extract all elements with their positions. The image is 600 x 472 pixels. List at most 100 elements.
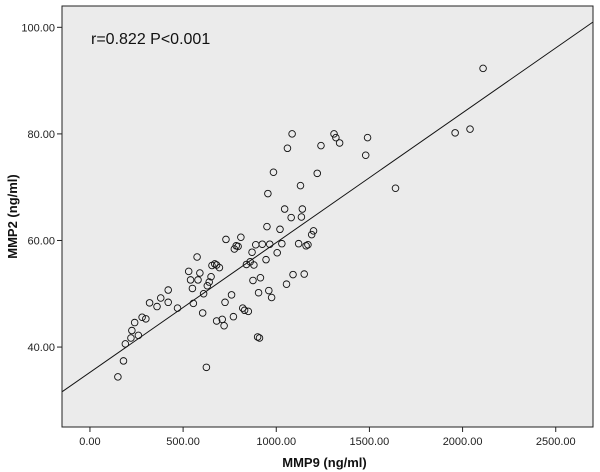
data-point xyxy=(302,242,310,250)
data-point xyxy=(262,255,270,264)
data-point xyxy=(127,334,135,342)
data-point xyxy=(156,294,165,302)
data-point xyxy=(335,139,344,147)
data-point xyxy=(221,298,229,307)
data-point xyxy=(142,315,150,323)
y-tick-label: 60.00 xyxy=(27,235,55,247)
data-point xyxy=(330,130,338,138)
data-point xyxy=(130,318,139,327)
data-point xyxy=(479,64,487,73)
x-axis-title: MMP9 (ng/ml) xyxy=(282,455,367,470)
data-point xyxy=(296,181,305,190)
data-point xyxy=(205,278,213,286)
data-point xyxy=(255,334,264,342)
data-point xyxy=(196,269,204,277)
data-point xyxy=(361,151,370,159)
data-point xyxy=(309,227,318,235)
x-tick-label: 2500.00 xyxy=(536,436,576,448)
data-point xyxy=(202,363,211,372)
x-tick-label: 2000.00 xyxy=(443,436,483,448)
data-point xyxy=(264,189,272,198)
data-point xyxy=(283,144,292,153)
data-point xyxy=(234,242,242,251)
x-tick-label: 1000.00 xyxy=(256,436,296,448)
data-point xyxy=(287,213,295,222)
data-point xyxy=(265,286,273,295)
data-point xyxy=(193,253,201,261)
y-tick-label: 40.00 xyxy=(27,342,55,354)
data-point xyxy=(212,261,221,269)
x-tick-label: 500.00 xyxy=(166,436,200,448)
data-point xyxy=(207,272,215,281)
data-point xyxy=(128,326,136,335)
data-point xyxy=(212,317,221,325)
data-point xyxy=(253,333,262,341)
data-point xyxy=(153,302,161,311)
data-point xyxy=(229,312,238,321)
correlation-annotation: r=0.822 P<0.001 xyxy=(91,31,210,48)
y-axis-title: MMP2 (ng/ml) xyxy=(5,174,20,259)
data-point xyxy=(313,169,322,178)
data-point xyxy=(363,133,372,142)
data-point xyxy=(278,239,286,248)
axis-ticks: 0.00 500.00 1000.00 1500.00 2000.00 2500.00 40… xyxy=(21,22,575,448)
data-point xyxy=(164,286,172,294)
data-point xyxy=(294,239,303,248)
data-point xyxy=(238,304,247,312)
data-point xyxy=(164,298,172,307)
data-point xyxy=(332,133,340,142)
data-point xyxy=(145,299,154,307)
data-point xyxy=(186,276,195,284)
data-point xyxy=(203,282,212,290)
data-point xyxy=(263,222,271,231)
data-point xyxy=(240,306,249,315)
data-point xyxy=(188,284,197,293)
y-tick-label: 80.00 xyxy=(27,129,55,141)
data-point xyxy=(282,280,291,288)
data-point xyxy=(199,290,208,298)
data-point xyxy=(194,276,202,284)
data-point xyxy=(237,233,245,242)
data-point xyxy=(249,276,257,285)
data-point xyxy=(211,260,219,268)
x-tick-label: 1500.00 xyxy=(350,436,390,448)
data-points xyxy=(114,64,487,381)
data-point xyxy=(269,168,278,177)
data-point xyxy=(273,248,281,257)
data-point xyxy=(297,213,306,221)
data-point xyxy=(215,263,224,272)
data-point xyxy=(244,307,253,316)
data-point xyxy=(248,248,256,256)
data-point xyxy=(250,261,258,269)
x-tick-label: 0.00 xyxy=(79,436,100,448)
data-point xyxy=(466,125,474,133)
data-point xyxy=(256,274,265,282)
data-point xyxy=(289,270,297,279)
data-point xyxy=(391,184,400,193)
data-point xyxy=(114,373,122,381)
data-point xyxy=(254,288,263,297)
data-point xyxy=(267,293,276,302)
regression-line xyxy=(61,21,594,393)
data-point xyxy=(300,270,308,278)
data-point xyxy=(317,141,325,150)
data-point xyxy=(276,225,284,234)
data-point xyxy=(220,321,228,330)
data-point xyxy=(222,235,230,244)
data-point xyxy=(119,357,128,365)
y-tick-label: 100.00 xyxy=(21,22,55,34)
data-point xyxy=(304,240,312,249)
data-point xyxy=(451,129,459,137)
data-point xyxy=(280,205,289,213)
plot-area xyxy=(62,6,593,427)
data-point xyxy=(138,313,146,321)
data-point xyxy=(298,205,307,213)
data-point xyxy=(242,260,251,269)
data-point xyxy=(198,309,207,317)
data-point xyxy=(307,230,316,239)
data-point xyxy=(184,267,193,276)
data-point xyxy=(227,291,236,299)
plot-frame xyxy=(61,5,594,428)
data-point xyxy=(288,130,296,138)
